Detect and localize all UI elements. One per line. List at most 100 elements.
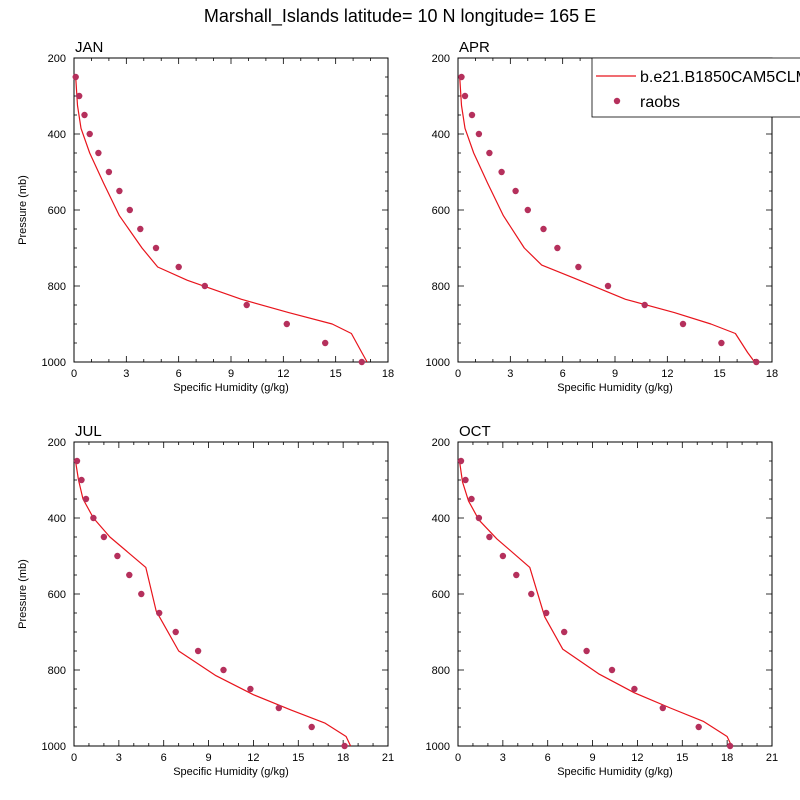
y-tick-label: 200 bbox=[432, 437, 450, 449]
y-tick-label: 800 bbox=[432, 281, 450, 293]
raobs-point bbox=[138, 590, 145, 598]
raobs-point bbox=[86, 130, 93, 138]
raobs-point bbox=[679, 320, 687, 328]
raobs-point bbox=[126, 206, 133, 214]
x-tick-label: 6 bbox=[560, 368, 566, 380]
x-axis-label: Specific Humidity (g/kg) bbox=[557, 766, 673, 778]
raobs-point bbox=[486, 149, 493, 157]
raobs-point bbox=[243, 301, 250, 309]
y-axis-label: Pressure (mb) bbox=[17, 559, 29, 629]
x-axis-label: Specific Humidity (g/kg) bbox=[557, 382, 673, 394]
raobs-point bbox=[718, 339, 725, 347]
x-tick-label: 3 bbox=[507, 368, 513, 380]
raobs-point bbox=[275, 704, 282, 712]
raobs-point bbox=[72, 73, 79, 81]
x-tick-label: 15 bbox=[330, 368, 342, 380]
raobs-point bbox=[641, 301, 648, 309]
raobs-point bbox=[175, 263, 182, 271]
raobs-point bbox=[105, 168, 113, 176]
raobs-point bbox=[126, 571, 133, 579]
x-tick-label: 18 bbox=[766, 368, 778, 380]
panels-group: 0 3 6 9 12 15 18 200 400 600 800 1000 JAN Specific Hu… bbox=[17, 39, 778, 778]
y-tick-label: 400 bbox=[432, 129, 450, 141]
raobs-point bbox=[95, 149, 102, 157]
panel-title: JUL bbox=[75, 423, 102, 440]
raobs-point bbox=[137, 225, 144, 233]
raobs-point bbox=[604, 282, 612, 290]
raobs-point bbox=[220, 666, 227, 674]
legend: b.e21.B1850CAM5CLM raobs bbox=[591, 57, 800, 118]
panel-title: JAN bbox=[75, 39, 103, 56]
raobs-point bbox=[76, 92, 83, 100]
y-tick-label: 400 bbox=[48, 513, 66, 525]
model-profile-line bbox=[74, 460, 352, 747]
x-tick-label: 0 bbox=[455, 752, 461, 764]
panel-title: APR bbox=[459, 39, 490, 56]
raobs-point bbox=[81, 111, 88, 119]
raobs-point bbox=[468, 111, 476, 119]
raobs-point bbox=[659, 704, 666, 712]
x-tick-label: 9 bbox=[206, 752, 212, 764]
panel-jul: 0 3 6 9 12 15 18 21 200 400 600 800 1000 JUL Specific … bbox=[17, 423, 394, 778]
x-tick-label: 6 bbox=[161, 752, 167, 764]
x-axis-label: Specific Humidity (g/kg) bbox=[173, 766, 289, 778]
x-tick-label: 6 bbox=[545, 752, 551, 764]
raobs-point bbox=[486, 533, 493, 541]
y-tick-label: 800 bbox=[48, 665, 66, 677]
raobs-point bbox=[753, 358, 760, 366]
raobs-point bbox=[457, 457, 465, 465]
raobs-point bbox=[100, 533, 108, 541]
raobs-point bbox=[540, 225, 547, 233]
raobs-point bbox=[513, 571, 520, 579]
y-axis-label: Pressure (mb) bbox=[17, 175, 29, 245]
x-tick-label: 21 bbox=[382, 752, 394, 764]
raobs-point bbox=[631, 685, 638, 693]
x-tick-label: 15 bbox=[676, 752, 688, 764]
x-tick-label: 9 bbox=[228, 368, 234, 380]
y-tick-label: 200 bbox=[48, 437, 66, 449]
x-axis-label: Specific Humidity (g/kg) bbox=[173, 382, 289, 394]
legend-box bbox=[591, 57, 800, 118]
raobs-point bbox=[172, 628, 179, 636]
raobs-point bbox=[156, 609, 163, 617]
raobs-point bbox=[201, 282, 208, 290]
x-tick-label: 12 bbox=[247, 752, 259, 764]
raobs-point bbox=[461, 92, 469, 100]
raobs-point bbox=[554, 244, 561, 252]
figure-title: Marshall_Islands latitude= 10 N longitud… bbox=[204, 6, 596, 27]
y-tick-label: 400 bbox=[432, 513, 450, 525]
raobs-point bbox=[152, 244, 160, 252]
raobs-point bbox=[498, 168, 505, 176]
raobs-point bbox=[512, 187, 519, 195]
legend-model-label: b.e21.B1850CAM5CLM bbox=[640, 69, 800, 86]
raobs-point bbox=[528, 590, 535, 598]
x-tick-label: 21 bbox=[766, 752, 778, 764]
raobs-point bbox=[499, 552, 507, 560]
panel-apr: 0 3 6 9 12 15 18 200 400 600 800 1000 APR Specific Hu… bbox=[426, 39, 779, 394]
y-tick-label: 600 bbox=[432, 205, 450, 217]
x-tick-label: 15 bbox=[292, 752, 304, 764]
raobs-point bbox=[468, 495, 475, 503]
plot-frame bbox=[73, 57, 389, 363]
raobs-point bbox=[608, 666, 616, 674]
y-tick-label: 600 bbox=[48, 589, 66, 601]
model-profile-line bbox=[458, 460, 733, 747]
legend-obs-label: raobs bbox=[640, 94, 680, 111]
x-tick-label: 12 bbox=[631, 752, 643, 764]
raobs-point bbox=[78, 476, 85, 484]
y-tick-label: 1000 bbox=[426, 741, 450, 753]
raobs-point bbox=[114, 552, 121, 560]
x-tick-label: 12 bbox=[277, 368, 289, 380]
raobs-point bbox=[583, 647, 590, 655]
x-tick-label: 6 bbox=[176, 368, 182, 380]
y-tick-label: 600 bbox=[48, 205, 66, 217]
x-tick-label: 18 bbox=[337, 752, 349, 764]
raobs-point bbox=[575, 263, 582, 271]
raobs-point bbox=[543, 609, 550, 617]
panel-title: OCT bbox=[459, 423, 491, 440]
raobs-point bbox=[90, 514, 97, 522]
y-tick-label: 200 bbox=[48, 53, 66, 65]
raobs-point bbox=[322, 339, 329, 347]
raobs-point bbox=[283, 320, 290, 328]
